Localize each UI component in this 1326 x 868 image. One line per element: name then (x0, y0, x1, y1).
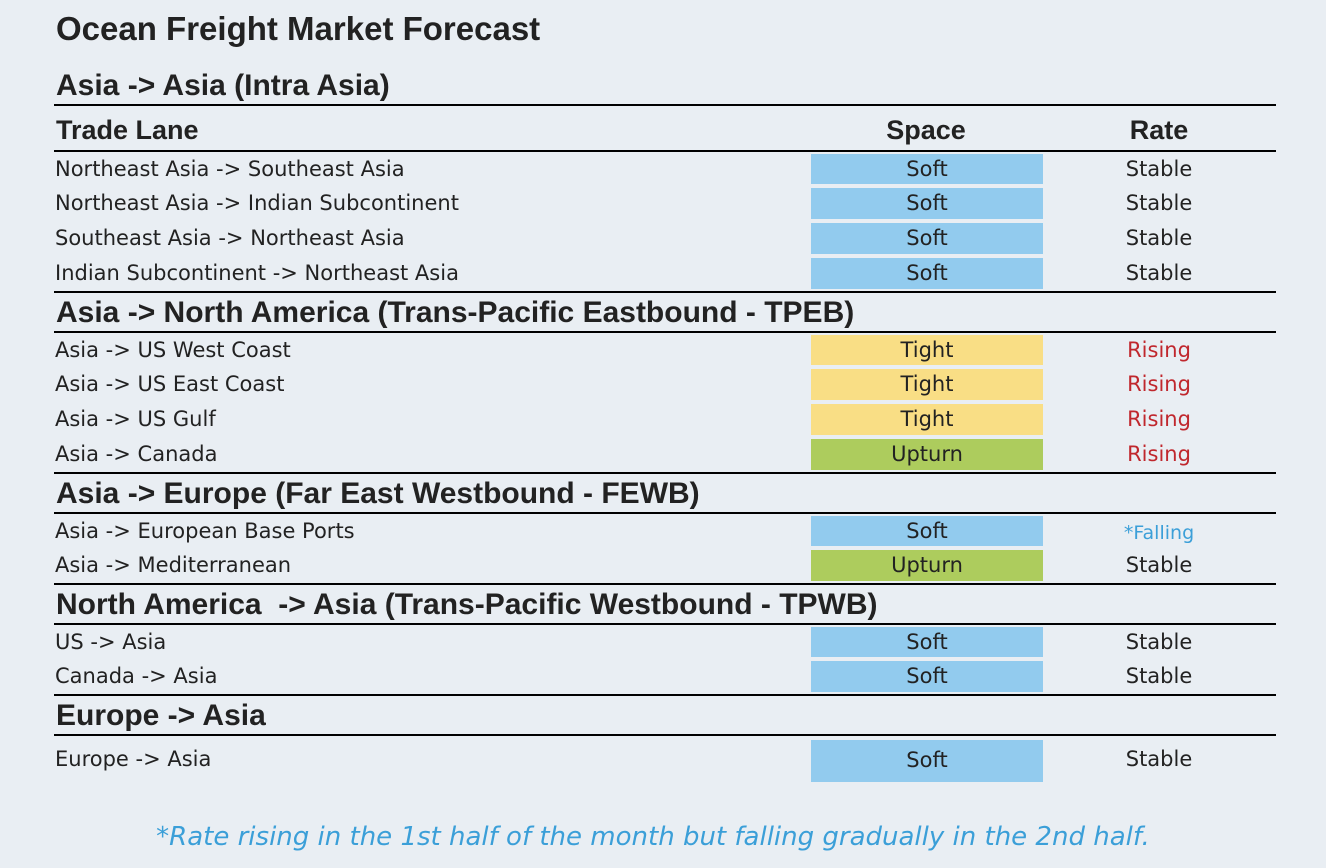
space-status: Soft (811, 223, 1043, 254)
header-rate: Rate (1129, 115, 1189, 145)
table-row: Asia -> European Base Ports Soft *Fallin… (54, 514, 1276, 548)
trade-lane: Northeast Asia -> Indian Subcontinent (55, 191, 459, 215)
rate-status: Stable (1125, 630, 1193, 654)
table-row: Asia -> US East Coast Tight Rising (54, 367, 1276, 402)
space-status: Soft (811, 154, 1043, 184)
space-status: Soft (811, 258, 1043, 289)
section-title-europe-asia: Europe -> Asia (54, 696, 1276, 736)
section-title-fewb: Asia -> Europe (Far East Westbound - FEW… (54, 474, 1276, 514)
space-status: Soft (811, 627, 1043, 657)
trade-lane: Indian Subcontinent -> Northeast Asia (55, 261, 459, 285)
trade-lane: Asia -> US West Coast (55, 338, 291, 362)
rate-status: Rising (1127, 338, 1191, 362)
rate-status: Rising (1127, 372, 1191, 396)
rate-status: Stable (1125, 664, 1193, 688)
space-status: Soft (811, 188, 1043, 219)
trade-lane: Asia -> US Gulf (55, 407, 216, 431)
table-row: Asia -> Mediterranean Upturn Stable (54, 548, 1276, 583)
space-status: Soft (811, 740, 1043, 782)
trade-lane: Asia -> European Base Ports (55, 519, 355, 543)
rate-status: Rising (1127, 442, 1191, 466)
footnote: *Rate rising in the 1st half of the mont… (156, 822, 1150, 852)
trade-lane: Northeast Asia -> Southeast Asia (55, 157, 405, 181)
trade-lane: US -> Asia (55, 630, 167, 654)
space-status: Upturn (811, 439, 1043, 470)
space-status: Upturn (811, 550, 1043, 581)
table-row: Asia -> Canada Upturn Rising (54, 437, 1276, 472)
table-row: Europe -> Asia Soft Stable (54, 736, 1276, 782)
space-status: Tight (811, 335, 1043, 365)
table-row: US -> Asia Soft Stable (54, 625, 1276, 659)
section-title-tpwb: North America -> Asia (Trans-Pacific Wes… (54, 585, 1276, 625)
space-status: Tight (811, 369, 1043, 400)
rate-status: Stable (1125, 157, 1193, 181)
table-row: Asia -> US Gulf Tight Rising (54, 402, 1276, 437)
section-rows-europe-asia: Europe -> Asia Soft Stable (54, 736, 1276, 782)
space-status: Soft (811, 516, 1043, 546)
table-row: Northeast Asia -> Southeast Asia Soft St… (54, 152, 1276, 186)
rate-status: Stable (1125, 747, 1193, 771)
section-rows-fewb: Asia -> European Base Ports Soft *Fallin… (54, 514, 1276, 585)
page-title: Ocean Freight Market Forecast (56, 10, 541, 47)
section-title-intra-asia: Asia -> Asia (Intra Asia) (54, 66, 1276, 106)
trade-lane: Southeast Asia -> Northeast Asia (55, 226, 405, 250)
header-trade-lane: Trade Lane (56, 115, 199, 145)
section-title-tpeb: Asia -> North America (Trans-Pacific Eas… (54, 293, 1276, 333)
forecast-table: Asia -> Asia (Intra Asia) Trade Lane Spa… (54, 66, 1276, 782)
space-status: Tight (811, 404, 1043, 435)
trade-lane: Europe -> Asia (55, 747, 212, 771)
table-row: Canada -> Asia Soft Stable (54, 659, 1276, 694)
header-space: Space (886, 115, 966, 145)
table-row: Indian Subcontinent -> Northeast Asia So… (54, 256, 1276, 291)
table-header: Trade Lane Space Rate (54, 106, 1276, 152)
table-row: Southeast Asia -> Northeast Asia Soft St… (54, 221, 1276, 256)
trade-lane: Asia -> US East Coast (55, 372, 285, 396)
trade-lane: Canada -> Asia (55, 664, 218, 688)
table-row: Northeast Asia -> Indian Subcontinent So… (54, 186, 1276, 221)
section-rows-intra-asia: Northeast Asia -> Southeast Asia Soft St… (54, 152, 1276, 293)
rate-status: Stable (1125, 226, 1193, 250)
rate-status: Stable (1125, 261, 1193, 285)
rate-status: Stable (1125, 553, 1193, 577)
rate-status: *Falling (1123, 522, 1195, 544)
rate-status: Rising (1127, 407, 1191, 431)
rate-status: Stable (1125, 191, 1193, 215)
trade-lane: Asia -> Mediterranean (55, 553, 292, 577)
trade-lane: Asia -> Canada (55, 442, 218, 466)
section-rows-tpeb: Asia -> US West Coast Tight Rising Asia … (54, 333, 1276, 474)
table-row: Asia -> US West Coast Tight Rising (54, 333, 1276, 367)
space-status: Soft (811, 661, 1043, 692)
section-rows-tpwb: US -> Asia Soft Stable Canada -> Asia So… (54, 625, 1276, 696)
